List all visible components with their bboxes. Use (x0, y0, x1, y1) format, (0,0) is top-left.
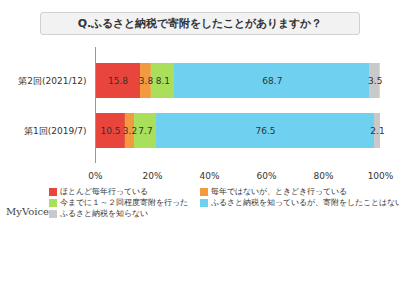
svg-text:80%: 80% (313, 171, 333, 181)
svg-text:68.7: 68.7 (262, 76, 282, 86)
svg-text:7.7: 7.7 (138, 126, 152, 136)
svg-text:8.1: 8.1 (156, 76, 170, 86)
svg-text:3.2: 3.2 (123, 126, 137, 136)
html-text:ほとんど毎年行っている: ほとんど毎年行っている (59, 187, 148, 196)
svg-text:第1回(2019/7): 第1回(2019/7) (24, 126, 86, 136)
svg-text:15.8: 15.8 (108, 76, 128, 86)
svg-text:3.8: 3.8 (139, 76, 154, 86)
svg-text:0%: 0% (88, 171, 103, 181)
svg-text:76.5: 76.5 (255, 126, 275, 136)
html-text:毎年ではないが、ときどき行っている: 毎年ではないが、ときどき行っている (210, 187, 347, 196)
svg-text:60%: 60% (256, 171, 276, 181)
svg-text:40%: 40% (199, 171, 219, 181)
svg-text:3.5: 3.5 (368, 76, 382, 86)
svg-text:第2回(2021/12): 第2回(2021/12) (18, 76, 86, 86)
html-text:MyVoice: MyVoice (6, 206, 49, 217)
html-text:ふるさと納税を知らない: ふるさと納税を知らない (59, 209, 148, 218)
html-text:今までに１～２回程度寄附を行った: 今までに１～２回程度寄附を行った (59, 198, 188, 207)
svg-text:2.1: 2.1 (370, 126, 384, 136)
html-text:Q.ふるさと納税で寄附をしたことがありますか？: Q.ふるさと納税で寄附をしたことがありますか？ (77, 17, 323, 30)
svg-text:10.5: 10.5 (100, 126, 120, 136)
svg-text:20%: 20% (142, 171, 162, 181)
svg-text:100%: 100% (368, 171, 394, 181)
